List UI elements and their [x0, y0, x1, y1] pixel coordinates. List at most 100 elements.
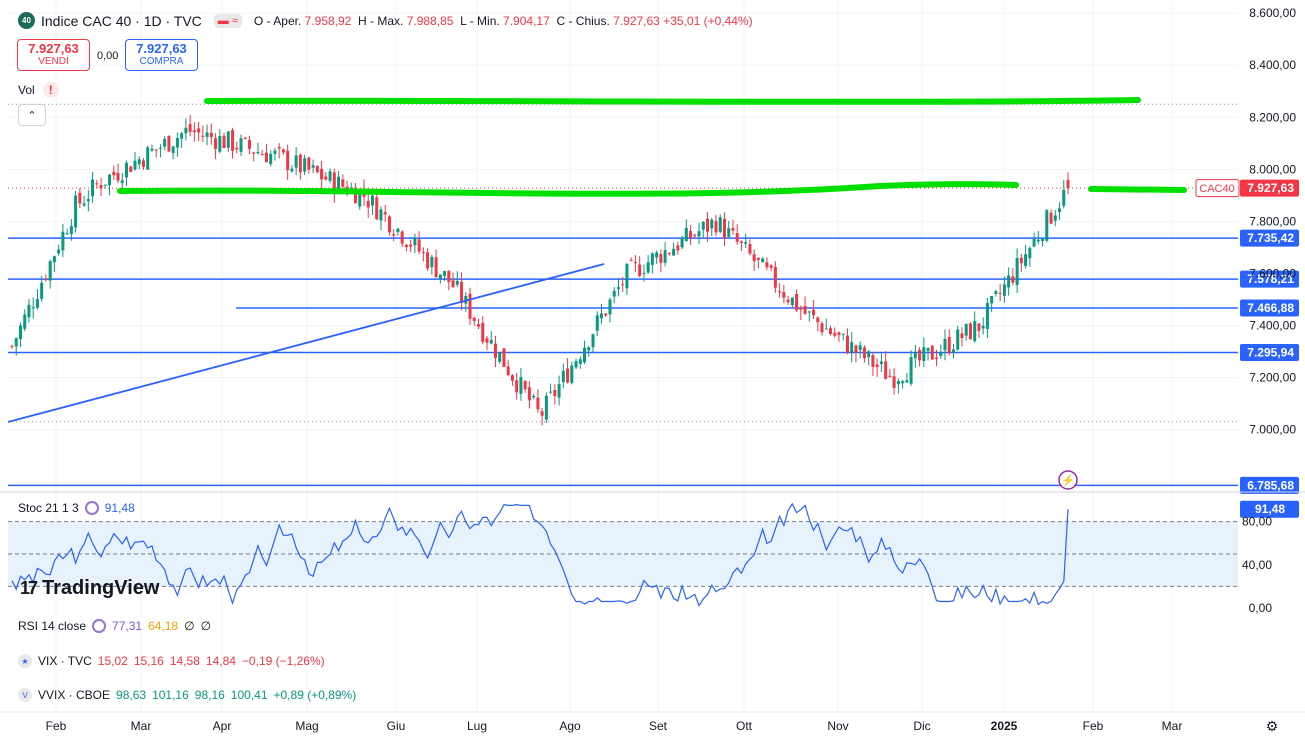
candle-body — [935, 357, 939, 359]
candle-body — [468, 293, 472, 319]
candle-body — [243, 137, 247, 139]
candle-body — [731, 228, 735, 231]
buy-button[interactable]: 7.927,63 COMPRA — [125, 39, 198, 71]
level-price-label: 6.785,68 — [1247, 478, 1294, 492]
candle-body — [455, 280, 459, 285]
candle-body — [129, 166, 133, 172]
candle-body — [752, 254, 756, 262]
collapse-legend-button[interactable]: ⌃ — [18, 104, 46, 126]
candle-body — [837, 332, 841, 335]
stoch-tick: 40,00 — [1242, 558, 1272, 572]
candle-body — [103, 184, 107, 186]
candle-body — [841, 333, 845, 335]
loop-icon[interactable] — [92, 619, 107, 633]
trendline — [7, 263, 605, 423]
candle-body — [735, 233, 739, 242]
candle-body — [570, 365, 574, 383]
candle-body — [1011, 276, 1015, 283]
candle-body — [769, 265, 773, 268]
candle-body — [765, 262, 769, 268]
stoch-legend: Stoc 21 1 3 91,48 — [18, 501, 135, 515]
candle-body — [324, 176, 328, 180]
candle-body — [820, 323, 824, 333]
candle-body — [693, 235, 697, 237]
vvix-legend: V VVIX · CBOE 98,63 101,16 98,16 100,41 … — [18, 688, 356, 702]
candle-body — [706, 218, 710, 232]
legend-toggle-icons[interactable]: ▬ ≈ — [213, 13, 242, 28]
candle-body — [133, 160, 137, 170]
warning-icon[interactable]: ! — [42, 82, 59, 98]
candle-body — [447, 270, 451, 282]
candle-body — [141, 160, 145, 167]
candle-body — [748, 244, 752, 254]
candle-body — [320, 168, 324, 180]
sell-button[interactable]: 7.927,63 VENDI — [17, 39, 90, 71]
candle-body — [795, 293, 799, 311]
candle-body — [116, 172, 120, 181]
time-tick: Mar — [131, 719, 152, 733]
candle-body — [226, 131, 230, 148]
tv-logo-icon: 17 — [20, 578, 38, 598]
level-price-tag — [1240, 344, 1299, 362]
candle-body — [18, 325, 22, 339]
time-tick: Nov — [827, 719, 848, 733]
candle-body — [633, 262, 637, 264]
candle-body — [625, 263, 629, 289]
candle-body — [1058, 208, 1062, 212]
candle-body — [95, 183, 99, 185]
candle-body — [892, 376, 896, 388]
candle-body — [646, 262, 650, 273]
stoch-value-label: 91,48 — [1255, 502, 1285, 516]
candle-body — [65, 233, 69, 235]
candle-body — [578, 359, 582, 364]
level-price-tag — [1240, 229, 1299, 247]
candle-body — [400, 231, 404, 244]
candle-body — [481, 322, 485, 342]
candle-body — [697, 231, 701, 237]
candle-body — [52, 256, 56, 263]
candle-body — [561, 370, 565, 383]
candle-body — [850, 342, 854, 354]
rsi-legend: RSI 14 close 77,31 64,18 ∅ ∅ — [18, 619, 212, 633]
grid — [8, 0, 1238, 712]
candle-body — [184, 127, 188, 134]
symbol-title[interactable]: Indice CAC 40 · 1D · TVC — [41, 12, 202, 29]
candle-body — [909, 357, 913, 384]
candle-body — [532, 395, 536, 398]
candle-body — [638, 264, 642, 276]
stoch-tick: 0,00 — [1249, 601, 1273, 615]
gear-icon[interactable]: ⚙ — [1266, 718, 1279, 734]
candle-body — [506, 366, 510, 375]
candle-body — [112, 171, 116, 176]
candle-body — [540, 411, 544, 416]
candle-body — [27, 304, 31, 318]
candle-body — [1024, 254, 1028, 267]
candle-body — [960, 333, 964, 339]
candle-body — [180, 133, 184, 139]
time-tick: Mag — [295, 719, 318, 733]
candle-body — [515, 380, 519, 393]
candle-body — [947, 337, 951, 354]
symbol-tag-box — [1195, 179, 1240, 198]
candle-body — [40, 282, 44, 299]
candle-body — [375, 197, 379, 220]
candle-body — [315, 166, 319, 173]
candle-body — [930, 346, 934, 360]
candle-body — [1019, 257, 1023, 264]
level-price-label: 7.578,21 — [1247, 272, 1294, 286]
candle-body — [426, 252, 430, 269]
candle-body — [655, 252, 659, 258]
candle-body — [527, 387, 531, 401]
candle-body — [786, 299, 790, 303]
level-price-label: 7.466,88 — [1247, 301, 1294, 315]
candle-body — [761, 258, 765, 263]
candle-body — [845, 335, 849, 354]
loop-icon[interactable] — [84, 501, 99, 515]
candle-body — [379, 209, 383, 221]
minus-icon[interactable]: ▬ — [217, 14, 229, 27]
candle-body — [61, 231, 65, 251]
green-resistance-stroke — [204, 97, 1141, 105]
wave-icon[interactable]: ≈ — [231, 14, 238, 27]
candle-body — [493, 343, 497, 358]
